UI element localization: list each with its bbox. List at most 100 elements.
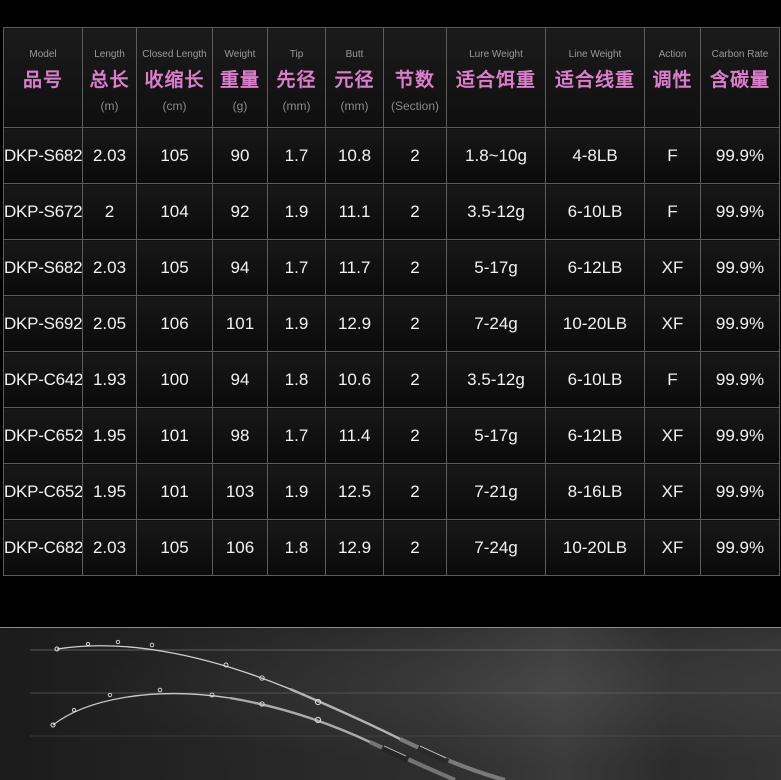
cell-line: 6-12LB bbox=[545, 407, 645, 464]
header-closed: Closed Length 收缩长 (cm) bbox=[136, 27, 213, 128]
cell-carbon: 99.9% bbox=[700, 239, 780, 296]
cell-butt: 10.6 bbox=[325, 351, 384, 408]
cell-closed: 101 bbox=[136, 463, 213, 520]
table-row: DKP-C652MH1.951011031.912.527-21g8-16LBX… bbox=[3, 463, 780, 520]
cell-lure: 1.8~10g bbox=[446, 127, 546, 184]
rod-guide bbox=[157, 687, 163, 693]
rod-butt-section bbox=[369, 740, 456, 780]
cell-lure: 7-21g bbox=[446, 463, 546, 520]
header-unit: (m) bbox=[100, 99, 119, 113]
header-carbon: Carbon Rate 含碳量 bbox=[700, 27, 780, 128]
rod-guide bbox=[149, 642, 155, 648]
cell-section: 2 bbox=[383, 239, 447, 296]
reel-seat bbox=[380, 745, 410, 763]
cell-tip: 1.9 bbox=[267, 463, 326, 520]
cell-action: F bbox=[644, 351, 701, 408]
table-row: DKP-S682L2.03105901.710.821.8~10g4-8LBF9… bbox=[3, 127, 780, 184]
cell-carbon: 99.9% bbox=[700, 183, 780, 240]
header-unit bbox=[448, 97, 545, 115]
header-unit bbox=[5, 97, 82, 115]
header-unit bbox=[547, 97, 644, 115]
cell-action: XF bbox=[644, 519, 701, 576]
cell-action: XF bbox=[644, 239, 701, 296]
reel-seat-highlight bbox=[419, 745, 447, 759]
cell-closed: 105 bbox=[136, 519, 213, 576]
reel-seat bbox=[416, 745, 450, 765]
header-unit: (mm) bbox=[340, 99, 369, 113]
table-row: DKP-C642ML1.93100941.810.623.5-12g6-10LB… bbox=[3, 351, 780, 408]
rod-guide bbox=[115, 639, 121, 645]
header-label-en: Model bbox=[29, 49, 57, 60]
rod-guide bbox=[314, 698, 322, 706]
cell-closed: 105 bbox=[136, 127, 213, 184]
rod-guide bbox=[107, 692, 113, 698]
cell-butt: 11.1 bbox=[325, 183, 384, 240]
fishing-rod-upper bbox=[54, 639, 506, 780]
header-label-zh: 重量 bbox=[219, 70, 260, 91]
cell-length: 1.93 bbox=[82, 351, 137, 408]
fishing-rod-lower bbox=[50, 687, 456, 780]
header-unit: (Section) bbox=[390, 99, 440, 113]
header-label-zh: 节数 bbox=[394, 70, 435, 91]
spec-table: Model 品号 Length 总长 (m) Closed Length 收缩长 (cm) We… bbox=[3, 27, 780, 576]
cell-carbon: 99.9% bbox=[700, 127, 780, 184]
table-row: DKP-S692MH2.051061011.912.927-24g10-20LB… bbox=[3, 295, 780, 352]
rod-guide bbox=[314, 716, 322, 724]
rod-guide bbox=[71, 707, 77, 713]
rod-tip-section bbox=[52, 693, 231, 726]
header-label-zh: 先径 bbox=[276, 70, 317, 91]
cell-carbon: 99.9% bbox=[700, 463, 780, 520]
cell-section: 2 bbox=[383, 407, 447, 464]
cell-butt: 11.7 bbox=[325, 239, 384, 296]
cell-lure: 5-17g bbox=[446, 239, 546, 296]
cell-model: DKP-C652M bbox=[3, 407, 83, 464]
cell-lure: 3.5-12g bbox=[446, 351, 546, 408]
table-header-row: Model 品号 Length 总长 (m) Closed Length 收缩长 (cm) We… bbox=[3, 27, 780, 128]
table-row: DKP-C682MH2.031051061.812.927-24g10-20LB… bbox=[3, 519, 780, 576]
rod-middle-section bbox=[229, 696, 371, 744]
header-label-en: Closed Length bbox=[142, 49, 207, 60]
table-row: DKP-C652M1.95101981.711.425-17g6-12LBXF9… bbox=[3, 407, 780, 464]
cell-action: F bbox=[644, 127, 701, 184]
cell-section: 2 bbox=[383, 519, 447, 576]
cell-length: 1.95 bbox=[82, 407, 137, 464]
cell-butt: 12.9 bbox=[325, 519, 384, 576]
cell-action: F bbox=[644, 183, 701, 240]
cell-weight: 94 bbox=[212, 239, 268, 296]
cell-tip: 1.7 bbox=[267, 239, 326, 296]
header-label-en: Action bbox=[658, 49, 687, 60]
header-label-zh: 调性 bbox=[652, 70, 693, 91]
header-label-zh: 品号 bbox=[22, 70, 63, 91]
cell-model: DKP-S692MH bbox=[3, 295, 83, 352]
cell-weight: 103 bbox=[212, 463, 268, 520]
header-unit: (g) bbox=[232, 99, 248, 113]
header-butt: Butt 元径 (mm) bbox=[325, 27, 384, 128]
header-label-en: Line Weight bbox=[568, 49, 622, 60]
cell-length: 1.95 bbox=[82, 463, 137, 520]
cell-butt: 10.8 bbox=[325, 127, 384, 184]
cell-line: 6-12LB bbox=[545, 239, 645, 296]
cell-tip: 1.9 bbox=[267, 295, 326, 352]
header-label-en: Tip bbox=[289, 49, 304, 60]
header-label-en: Butt bbox=[345, 49, 364, 60]
cell-carbon: 99.9% bbox=[700, 295, 780, 352]
rod-guide bbox=[223, 662, 229, 668]
cell-line: 4-8LB bbox=[545, 127, 645, 184]
cell-length: 2.03 bbox=[82, 519, 137, 576]
cell-lure: 7-24g bbox=[446, 295, 546, 352]
rod-guide bbox=[85, 641, 91, 647]
cell-action: XF bbox=[644, 407, 701, 464]
header-label-zh: 适合饵重 bbox=[455, 70, 536, 91]
header-unit: (cm) bbox=[162, 99, 187, 113]
cell-section: 2 bbox=[383, 183, 447, 240]
cell-line: 10-20LB bbox=[545, 519, 645, 576]
header-label-en: Carbon Rate bbox=[711, 49, 769, 60]
cell-closed: 105 bbox=[136, 239, 213, 296]
header-label-en: Lure Weight bbox=[469, 49, 523, 60]
rod-guide bbox=[209, 692, 215, 698]
cell-model: DKP-C682MH bbox=[3, 519, 83, 576]
cell-model: DKP-C642ML bbox=[3, 351, 83, 408]
cell-model: DKP-S672ML bbox=[3, 183, 83, 240]
header-label-zh: 总长 bbox=[89, 70, 130, 91]
